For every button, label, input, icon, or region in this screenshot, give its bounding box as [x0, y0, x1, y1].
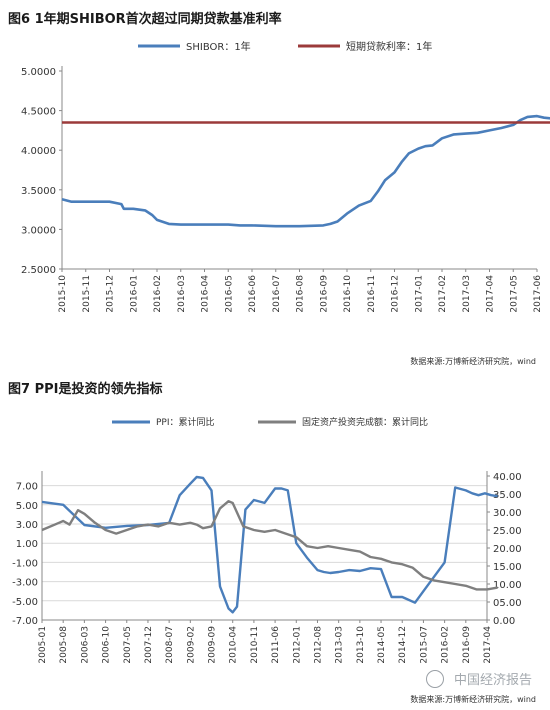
ppi-investment-chart: PPI：累计同比 固定资产投资完成额：累计同比 -7.00 -5.00 -3.00 -1.… [12, 416, 522, 664]
x-tick-label: 2007-05 [123, 626, 133, 664]
x-tick-label: 2016-06 [248, 275, 258, 313]
y-left-tick-label: -3.00 [12, 578, 38, 589]
x-tick-label: 2010-11 [250, 626, 260, 664]
x-tick-label: 2016-10 [343, 275, 353, 313]
x-tick-label: 2006-03 [80, 626, 90, 664]
legend-label-loan-rate: 短期贷款利率：1年 [346, 40, 432, 53]
x-tick-label: 2017-03 [462, 275, 472, 313]
y-right-tick-label: 30.00 [493, 508, 522, 519]
x-tick-label: 2016-11 [367, 275, 377, 313]
x-tick-label: 2015-12 [106, 275, 116, 313]
y-right-tick-label: 20.00 [493, 544, 522, 555]
y-right-tick-label: 05.00 [493, 598, 522, 609]
x-tick-label: 2014-12 [398, 626, 408, 664]
y-right-tick-label: 0.00 [493, 616, 515, 627]
x-tick-label: 2005-01 [38, 626, 48, 664]
x-tick-label: 2012-08 [313, 626, 323, 664]
y-tick-label: 5.0000 [21, 67, 56, 78]
x-tick-label: 2010-04 [229, 626, 239, 664]
x-tick-label: 2009-02 [186, 626, 196, 664]
y-tick-label: 4.0000 [21, 146, 56, 157]
x-tick-label: 2016-09 [319, 275, 329, 313]
y-right-tick-label: 35.00 [493, 490, 522, 501]
figure7-title: 图7 PPI是投资的领先指标 [8, 382, 163, 397]
y-left-tick-label: -5.00 [12, 597, 38, 608]
y-tick-label: 3.0000 [21, 225, 56, 236]
x-tick-label: 2016-05 [224, 275, 234, 313]
y-right-tick-label: 15.00 [493, 562, 522, 573]
y-right-tick-label: 10.00 [493, 580, 522, 591]
legend-label-shibor: SHIBOR：1年 [186, 40, 251, 53]
y-left-tick-label: 7.00 [16, 482, 38, 493]
x-tick-label: 2017-06 [533, 275, 543, 313]
y-left-tick-label: 3.00 [16, 520, 38, 531]
x-tick-label: 2007-12 [144, 626, 154, 664]
series-line-shibor [61, 114, 550, 228]
x-tick-label: 2014-05 [377, 626, 387, 664]
x-tick-label: 2013-03 [335, 626, 345, 664]
x-tick-label: 2015-07 [419, 626, 429, 664]
x-tick-label: 2016-03 [177, 275, 187, 313]
y-left-tick-label: 5.00 [16, 501, 38, 512]
legend-label-fai: 固定资产投资完成额：累计同比 [302, 416, 428, 428]
x-tick-label: 2017-05 [509, 275, 519, 313]
x-tick-label: 2017-04 [483, 626, 493, 664]
y-tick-label: 3.5000 [21, 186, 56, 197]
x-tick-label: 2016-07 [272, 275, 282, 313]
x-tick-label: 2015-10 [58, 275, 68, 313]
x-tick-label: 2015-11 [82, 275, 92, 313]
legend-label-ppi: PPI：累计同比 [156, 416, 215, 428]
figure6-source: 数据来源:万博新经济研究院，wind [410, 357, 536, 366]
y-tick-label: 2.5000 [21, 265, 56, 276]
y-right-tick-label: 25.00 [493, 526, 522, 537]
y-right-tick-label: 40.00 [493, 472, 522, 483]
figure6-title: 图6 1年期SHIBOR首次超过同期贷款基准利率 [8, 12, 282, 27]
x-tick-label: 2017-04 [486, 275, 496, 313]
y-tick-label: 4.5000 [21, 107, 56, 118]
x-tick-label: 2016-02 [441, 626, 451, 664]
x-tick-label: 2005-08 [59, 626, 69, 664]
series-line-ppi [41, 475, 498, 614]
x-tick-label: 2012-01 [292, 626, 302, 664]
x-tick-label: 2016-12 [391, 275, 401, 313]
y-left-tick-label: -1.00 [12, 558, 38, 569]
figure7-source: 数据来源:万博新经济研究院，wind [410, 695, 536, 704]
shibor-chart: SHIBOR：1年 短期贷款利率：1年 2.5000 3.0000 3.5000 4.00… [21, 40, 550, 313]
wechat-icon [426, 670, 444, 688]
x-tick-label: 2016-02 [153, 275, 163, 313]
y-left-tick-label: -7.00 [12, 616, 38, 627]
watermark: 中国经济报告 [453, 673, 532, 688]
x-tick-label: 2009-09 [208, 626, 218, 664]
series-line-fai [41, 499, 498, 591]
x-tick-label: 2013-10 [356, 626, 366, 664]
x-tick-label: 2006-10 [102, 626, 112, 664]
x-tick-label: 2017-01 [414, 275, 424, 313]
y-left-tick-label: 1.00 [16, 539, 38, 550]
x-tick-label: 2016-09 [462, 626, 472, 664]
x-tick-label: 2016-04 [201, 275, 211, 313]
x-tick-label: 2016-01 [129, 275, 139, 313]
x-tick-label: 2017-02 [438, 275, 448, 313]
x-tick-label: 2011-06 [271, 626, 281, 664]
x-tick-label: 2008-07 [165, 626, 175, 664]
x-tick-label: 2016-08 [296, 275, 306, 313]
